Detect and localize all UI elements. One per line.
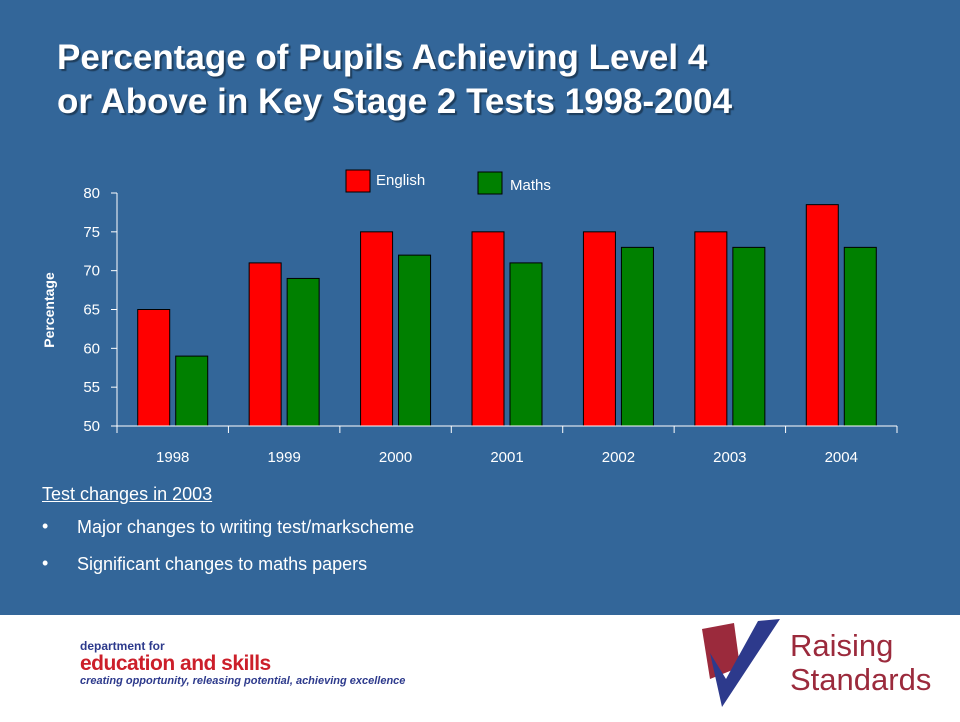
bar-english-1999 (248, 262, 282, 427)
notes-item-text: Major changes to writing test/markscheme (77, 517, 415, 537)
notes-item-text: Significant changes to maths papers (77, 554, 368, 574)
dfes-logo-tagline: creating opportunity, releasing potentia… (80, 675, 406, 687)
y-tick-label: 60 (83, 340, 100, 357)
x-tick-label: 2003 (713, 449, 746, 466)
y-tick-label: 80 (83, 185, 100, 202)
legend-swatch-english (345, 169, 371, 193)
bullet-point: • (42, 516, 49, 536)
y-axis-label: Percentage (41, 272, 57, 348)
bullet-point: • (42, 553, 49, 573)
bar-maths-2000 (398, 254, 432, 427)
bar-english-2002 (582, 231, 616, 427)
notes-heading: Test changes in 2003 (42, 484, 213, 504)
x-tick-label: 2001 (490, 449, 523, 466)
bar-english-1998 (137, 309, 171, 427)
test-changes-notes: Test changes in 2003 • Major changes to … (42, 484, 414, 591)
bar-english-2000 (360, 231, 394, 427)
bar-maths-1999 (286, 277, 320, 427)
slide-title-line-1: Percentage of Pupils Achieving Level 4 (57, 38, 708, 77)
slide-title: Percentage of Pupils Achieving Level 4 o… (57, 36, 937, 124)
dfes-logo-line-2: education and skills (80, 652, 271, 675)
x-tick-label: 1998 (156, 449, 189, 466)
dfes-logo-line-1: department for (80, 639, 165, 653)
y-tick-label: 75 (83, 224, 100, 241)
bar-chart: 50 55 60 65 70 75 80 Percentage 1998 1999 2000 2001… (41, 169, 898, 466)
checkmark-icon (702, 619, 780, 707)
raising-standards-line-1: Raising (790, 628, 894, 663)
legend-label-english: English (376, 172, 425, 189)
x-tick-label: 1999 (267, 449, 300, 466)
notes-item: • Significant changes to maths papers (42, 553, 414, 575)
y-tick-label: 65 (83, 302, 100, 319)
slide-title-line-2: or Above in Key Stage 2 Tests 1998-2004 (57, 82, 733, 121)
dfes-logo: department for education and skills crea… (80, 639, 406, 688)
y-tick-label: 55 (83, 379, 100, 396)
notes-item: • Major changes to writing test/marksche… (42, 516, 415, 538)
bar-maths-2004 (843, 246, 877, 427)
bar-maths-1998 (175, 355, 209, 427)
bar-maths-2002 (620, 246, 654, 427)
legend-swatch-maths (477, 171, 503, 195)
raising-standards-line-2: Standards (790, 662, 932, 697)
y-tick-label: 50 (83, 418, 100, 435)
x-tick-label: 2004 (825, 449, 858, 466)
raising-standards-text: Raising Standards (790, 629, 931, 697)
bar-maths-2003 (732, 246, 766, 427)
raising-standards-logo: Raising Standards (700, 617, 955, 717)
x-tick-label: 2000 (379, 449, 412, 466)
y-tick-label: 70 (83, 263, 100, 280)
notes-list: • Major changes to writing test/marksche… (42, 516, 415, 575)
legend-label-maths: Maths (510, 177, 551, 194)
bar-maths-2001 (509, 262, 543, 427)
x-tick-label: 2002 (602, 449, 635, 466)
bar-english-2001 (471, 231, 505, 427)
bar-english-2004 (805, 204, 839, 427)
bar-english-2003 (694, 231, 728, 427)
